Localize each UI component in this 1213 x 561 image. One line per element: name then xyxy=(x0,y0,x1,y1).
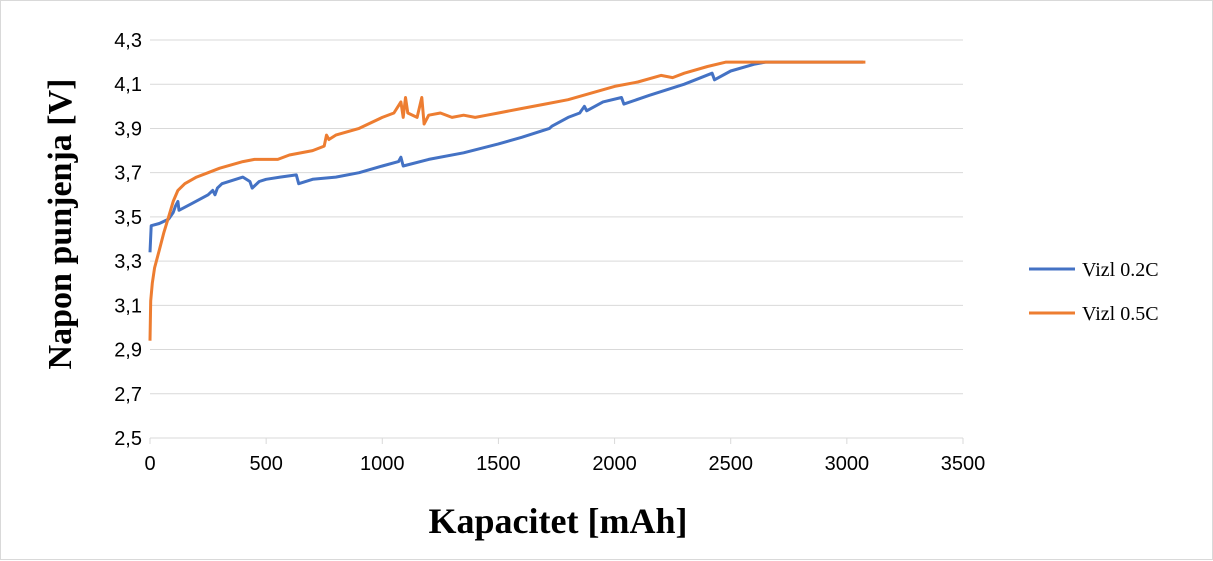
series-line-1 xyxy=(148,60,864,253)
y-tick-labels: 2,5 2,7 2,9 3,1 3,3 3,5 3,7 3,9 4,1 4,3 xyxy=(114,30,142,450)
x-tick-label: 500 xyxy=(249,453,282,475)
series-lines xyxy=(148,60,866,341)
series-line-2 xyxy=(148,60,866,341)
y-tick-label: 2,7 xyxy=(114,384,142,406)
y-tick-label: 4,1 xyxy=(114,74,142,96)
x-tick-label: 0 xyxy=(144,453,155,475)
x-tick-labels: 0 500 1000 1500 2000 2500 3000 3500 xyxy=(144,438,985,475)
x-tick-label: 2500 xyxy=(708,453,753,475)
y-axis-title: Napon punjenja [V] xyxy=(42,79,79,370)
y-tick-label: 4,3 xyxy=(114,30,142,52)
y-tick-label: 3,5 xyxy=(114,207,142,229)
x-tick-label: 3000 xyxy=(825,453,870,475)
y-tick-label: 3,9 xyxy=(114,118,142,140)
gridlines xyxy=(150,39,963,439)
x-tick-label: 1500 xyxy=(476,453,521,475)
x-axis-title: Kapacitet [mAh] xyxy=(429,501,688,541)
x-tick-label: 2000 xyxy=(592,453,637,475)
legend: Vizl 0.2C Vizl 0.5C xyxy=(1029,259,1159,325)
legend-label: Vizl 0.5C xyxy=(1082,303,1159,325)
y-tick-label: 3,1 xyxy=(114,295,142,317)
y-tick-label: 2,9 xyxy=(114,340,142,362)
y-tick-label: 3,7 xyxy=(114,163,142,185)
y-tick-label: 2,5 xyxy=(114,428,142,450)
legend-label: Vizl 0.2C xyxy=(1082,259,1159,281)
x-tick-label: 3500 xyxy=(941,453,986,475)
x-tick-label: 1000 xyxy=(360,453,405,475)
y-tick-label: 3,3 xyxy=(114,251,142,273)
